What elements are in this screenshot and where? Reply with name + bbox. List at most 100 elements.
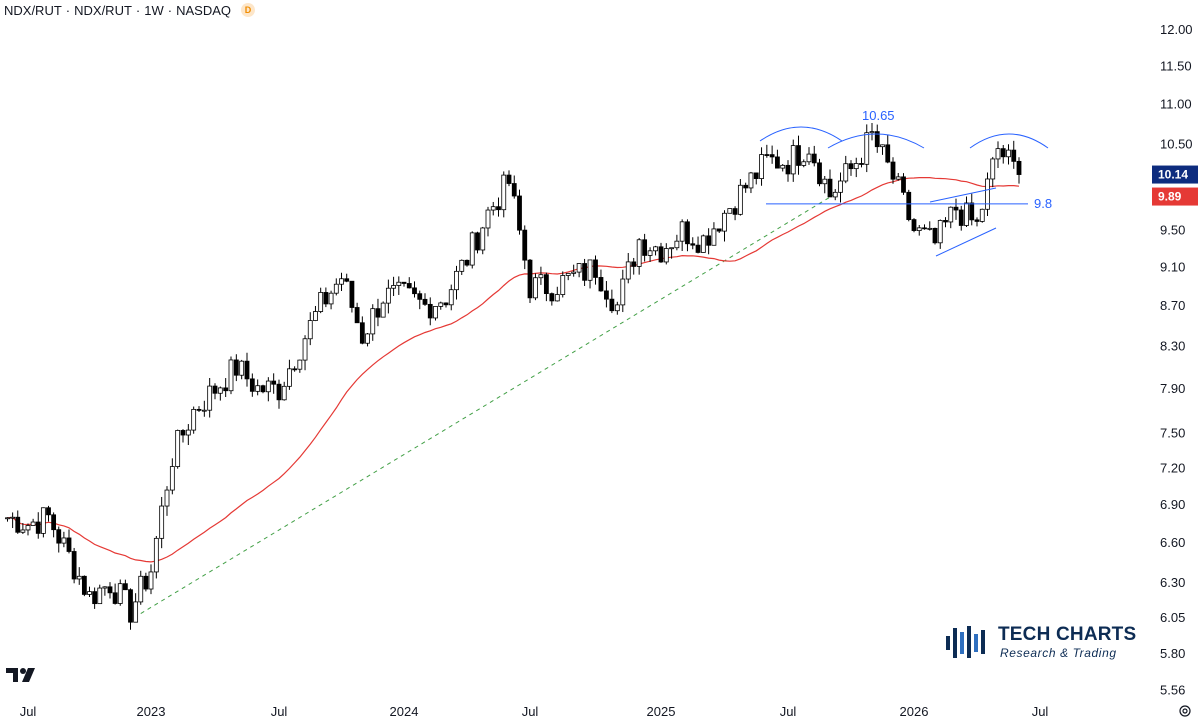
candle[interactable] — [864, 124, 870, 173]
candle[interactable] — [313, 305, 318, 322]
candle[interactable] — [853, 157, 859, 178]
candle[interactable] — [796, 135, 801, 175]
candle[interactable] — [880, 144, 885, 155]
candle[interactable] — [685, 219, 690, 252]
candle[interactable] — [901, 173, 906, 195]
candle[interactable] — [20, 523, 26, 535]
candle[interactable] — [832, 189, 838, 201]
candle[interactable] — [549, 292, 555, 306]
candle[interactable] — [464, 259, 470, 267]
candle[interactable] — [769, 145, 775, 164]
candle[interactable] — [469, 231, 475, 269]
candle[interactable] — [533, 273, 538, 301]
candle[interactable] — [727, 208, 733, 214]
candle[interactable] — [380, 301, 386, 318]
candle[interactable] — [328, 290, 334, 310]
candle[interactable] — [71, 547, 77, 584]
candle[interactable] — [647, 247, 653, 262]
candle[interactable] — [148, 564, 154, 595]
candle[interactable] — [349, 280, 355, 313]
candle[interactable] — [625, 253, 631, 284]
candle[interactable] — [811, 145, 817, 167]
candle[interactable] — [25, 523, 31, 536]
candle[interactable] — [780, 164, 786, 172]
candle[interactable] — [212, 383, 218, 400]
candle[interactable] — [598, 269, 604, 292]
candle[interactable] — [143, 572, 149, 592]
candle[interactable] — [527, 259, 533, 303]
price-axis[interactable]: 5.56 5.80 6.05 6.30 6.60 6.90 7.20 7.50 7.90 8.30… — [1152, 22, 1198, 697]
candle[interactable] — [838, 172, 843, 203]
candle[interactable] — [61, 531, 67, 548]
candle[interactable] — [10, 512, 16, 529]
candle[interactable] — [932, 227, 938, 245]
candle[interactable] — [948, 206, 954, 229]
candle[interactable] — [302, 335, 308, 371]
candle[interactable] — [636, 238, 642, 275]
candle[interactable] — [385, 279, 391, 314]
candle[interactable] — [117, 579, 123, 606]
candle[interactable] — [922, 224, 927, 230]
candle[interactable] — [642, 233, 648, 262]
candle[interactable] — [700, 234, 706, 253]
candle[interactable] — [427, 297, 433, 326]
candle[interactable] — [859, 157, 864, 168]
candle[interactable] — [433, 305, 438, 321]
candle[interactable] — [297, 359, 303, 373]
candle[interactable] — [265, 377, 271, 402]
candle[interactable] — [885, 134, 891, 164]
candle[interactable] — [180, 429, 186, 443]
candle[interactable] — [287, 359, 292, 390]
candle[interactable] — [927, 221, 933, 231]
candle[interactable] — [716, 228, 722, 233]
candle[interactable] — [565, 272, 571, 281]
candle[interactable] — [653, 245, 658, 256]
candle[interactable] — [658, 242, 664, 263]
candle[interactable] — [895, 172, 901, 181]
candle[interactable] — [40, 507, 46, 538]
candle[interactable] — [92, 587, 98, 609]
candle[interactable] — [1011, 140, 1017, 169]
candle[interactable] — [281, 381, 287, 401]
candle[interactable] — [690, 237, 696, 250]
candle[interactable] — [201, 400, 207, 417]
candle[interactable] — [239, 359, 245, 380]
candle[interactable] — [753, 172, 759, 185]
candle[interactable] — [538, 266, 544, 285]
candle[interactable] — [587, 259, 593, 289]
candle[interactable] — [30, 518, 36, 526]
candle[interactable] — [990, 156, 996, 188]
candle[interactable] — [1016, 157, 1022, 184]
time-axis[interactable]: Jul 2023 Jul 2024 Jul 2025 Jul 2026 Jul — [20, 704, 1049, 719]
candle[interactable] — [711, 222, 717, 246]
candle[interactable] — [706, 228, 712, 255]
candle[interactable] — [604, 281, 609, 308]
candle[interactable] — [133, 593, 139, 623]
candle[interactable] — [412, 281, 417, 298]
candle[interactable] — [375, 298, 381, 327]
candle[interactable] — [454, 265, 459, 300]
candle[interactable] — [396, 276, 402, 295]
candle[interactable] — [107, 582, 113, 599]
candle[interactable] — [249, 373, 255, 397]
candle[interactable] — [344, 273, 350, 283]
candle[interactable] — [576, 263, 582, 278]
candle[interactable] — [543, 272, 549, 302]
candle[interactable] — [790, 139, 796, 182]
candle[interactable] — [522, 225, 528, 270]
candle[interactable] — [76, 567, 82, 585]
candle[interactable] — [128, 588, 133, 630]
candle[interactable] — [722, 210, 727, 242]
candle[interactable] — [153, 535, 159, 579]
candle[interactable] — [906, 189, 912, 222]
candle[interactable] — [979, 208, 985, 223]
candle[interactable] — [827, 169, 833, 198]
candle[interactable] — [743, 182, 749, 193]
candle[interactable] — [571, 264, 577, 277]
candle[interactable] — [417, 290, 423, 310]
candle[interactable] — [737, 179, 743, 216]
candle[interactable] — [822, 175, 828, 194]
candle[interactable] — [631, 257, 637, 275]
candle[interactable] — [679, 219, 685, 252]
candle[interactable] — [775, 149, 780, 169]
